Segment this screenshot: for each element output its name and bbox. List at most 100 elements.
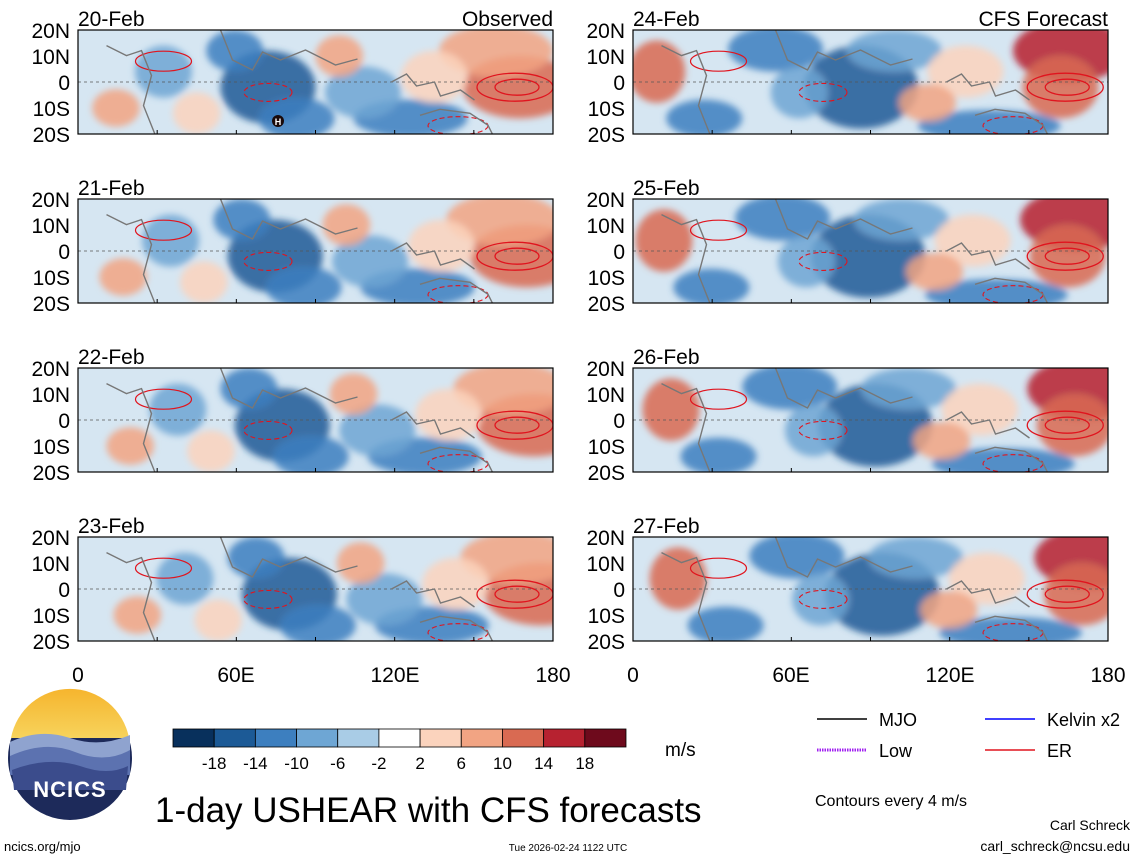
main-title: 1-day USHEAR with CFS forecasts [155, 791, 702, 830]
lat-tick: 0 [58, 241, 70, 264]
shear-field [649, 537, 1108, 641]
legend-item: Kelvin x2 [985, 710, 1120, 730]
colorbar: -18 -14 -10 -6 -2 2 6 10 14 18 [172, 728, 627, 773]
colorbar-swatch [460, 728, 503, 748]
shear-field [113, 537, 553, 641]
lat-tick: 0 [613, 410, 625, 433]
panel-date-label: 21-Feb [78, 177, 145, 200]
lat-tick: 10S [588, 436, 625, 459]
lon-axis-left: 0 60E 120E 180 [72, 664, 570, 687]
colorbar-tick: -14 [243, 754, 268, 773]
lat-tick: 20N [586, 189, 625, 212]
colorbar-swatch [296, 728, 339, 748]
lon-tick: 180 [535, 664, 570, 687]
panel-date-label: 26-Feb [633, 346, 700, 369]
colorbar-swatch [502, 728, 545, 748]
lat-tick: 0 [613, 579, 625, 602]
shear-field [106, 368, 553, 472]
map-panel: 23-Feb 20N 10N 0 10S 20S [31, 515, 554, 654]
lat-tick: 20N [586, 358, 625, 381]
er-contour [476, 241, 553, 271]
lat-tick: 0 [613, 241, 625, 264]
shear-field [92, 30, 553, 134]
marker-text: H [275, 117, 282, 127]
lat-tick: 20N [31, 20, 70, 43]
panel-date-label: 27-Feb [633, 515, 700, 538]
lat-tick: 20N [586, 527, 625, 550]
colorbar-swatch [254, 728, 297, 748]
er-contour [1026, 579, 1104, 609]
coastline [661, 44, 711, 134]
lat-tick: 10S [33, 605, 70, 628]
lat-tick: 20S [588, 462, 625, 485]
map-panels: 20-Feb Observed 20N 10N 0 10S 20S 21-Feb 20N 10N 0… [31, 8, 1109, 654]
colorbar-swatch [584, 728, 627, 748]
colorbar-tick: -2 [371, 754, 386, 773]
colorbar-swatch [213, 728, 256, 748]
colorbar-swatch [337, 728, 380, 748]
colorbar-swatch [172, 728, 215, 748]
lon-tick: 180 [1090, 664, 1125, 687]
er-contour [1026, 72, 1104, 102]
map-panel: 24-Feb CFS Forecast 20N 10N 0 10S 20S [586, 8, 1109, 147]
shear-field [633, 30, 1108, 134]
panel-date-label: 23-Feb [78, 515, 145, 538]
lon-tick: 0 [72, 664, 84, 687]
lat-tick: 10N [586, 384, 625, 407]
legend-item: Low [817, 741, 913, 761]
lat-tick: 0 [58, 579, 70, 602]
legend-label: Low [879, 741, 913, 761]
lat-tick: 20N [31, 527, 70, 550]
lat-tick: 20S [33, 462, 70, 485]
units-label: m/s [665, 740, 696, 761]
lat-tick: 10S [33, 267, 70, 290]
coastline [106, 382, 156, 472]
author-name: Carl Schreck [1050, 817, 1131, 833]
panel-date-label: 20-Feb [78, 8, 145, 31]
map-panel: 26-Feb 20N 10N 0 10S 20S [586, 346, 1109, 485]
panel-date-label: 25-Feb [633, 177, 700, 200]
lat-tick: 20S [33, 124, 70, 147]
lat-tick: 20S [588, 124, 625, 147]
coastline [661, 382, 711, 472]
lon-axis-right: 0 60E 120E 180 [627, 664, 1125, 687]
colorbar-tick: -6 [330, 754, 345, 773]
coastline [661, 551, 711, 641]
lat-tick: 20S [33, 293, 70, 316]
lat-tick: 10S [33, 436, 70, 459]
er-contour [476, 579, 553, 609]
legend-label: ER [1047, 741, 1072, 761]
lat-tick: 0 [613, 72, 625, 95]
coastline [106, 44, 156, 134]
contour-note: Contours every 4 m/s [815, 793, 967, 810]
colorbar-tick: 6 [457, 754, 466, 773]
lat-tick: 10S [33, 98, 70, 121]
lon-tick: 60E [772, 664, 809, 687]
lat-tick: 20S [588, 293, 625, 316]
lat-tick: 10N [586, 553, 625, 576]
legend: MJO Kelvin x2 Low ER [817, 710, 1120, 761]
colorbar-tick: 2 [415, 754, 424, 773]
map-panel: 22-Feb 20N 10N 0 10S 20S [31, 346, 554, 485]
panel-source-tag: Observed [462, 8, 553, 31]
lon-tick: 120E [925, 664, 974, 687]
lat-tick: 10N [31, 215, 70, 238]
lat-tick: 10S [588, 267, 625, 290]
map-panel: 27-Feb 20N 10N 0 10S 20S [586, 515, 1109, 654]
colorbar-tick: -18 [202, 754, 227, 773]
shear-field [635, 199, 1108, 303]
lat-tick: 10S [588, 605, 625, 628]
er-contour [1026, 241, 1104, 271]
lat-tick: 20S [33, 631, 70, 654]
map-panel: 21-Feb 20N 10N 0 10S 20S [31, 177, 554, 316]
legend-label: Kelvin x2 [1047, 710, 1120, 730]
panel-source-tag: CFS Forecast [978, 8, 1108, 31]
colorbar-swatch [543, 728, 586, 748]
author-email: carl_schreck@ncsu.edu [980, 838, 1130, 854]
colorbar-tick: 18 [575, 754, 594, 773]
map-panel: 20-Feb Observed 20N 10N 0 10S 20S [31, 8, 554, 147]
shear-field [642, 368, 1108, 472]
map-panel: 25-Feb 20N 10N 0 10S 20S [586, 177, 1109, 316]
lat-tick: 10N [586, 215, 625, 238]
